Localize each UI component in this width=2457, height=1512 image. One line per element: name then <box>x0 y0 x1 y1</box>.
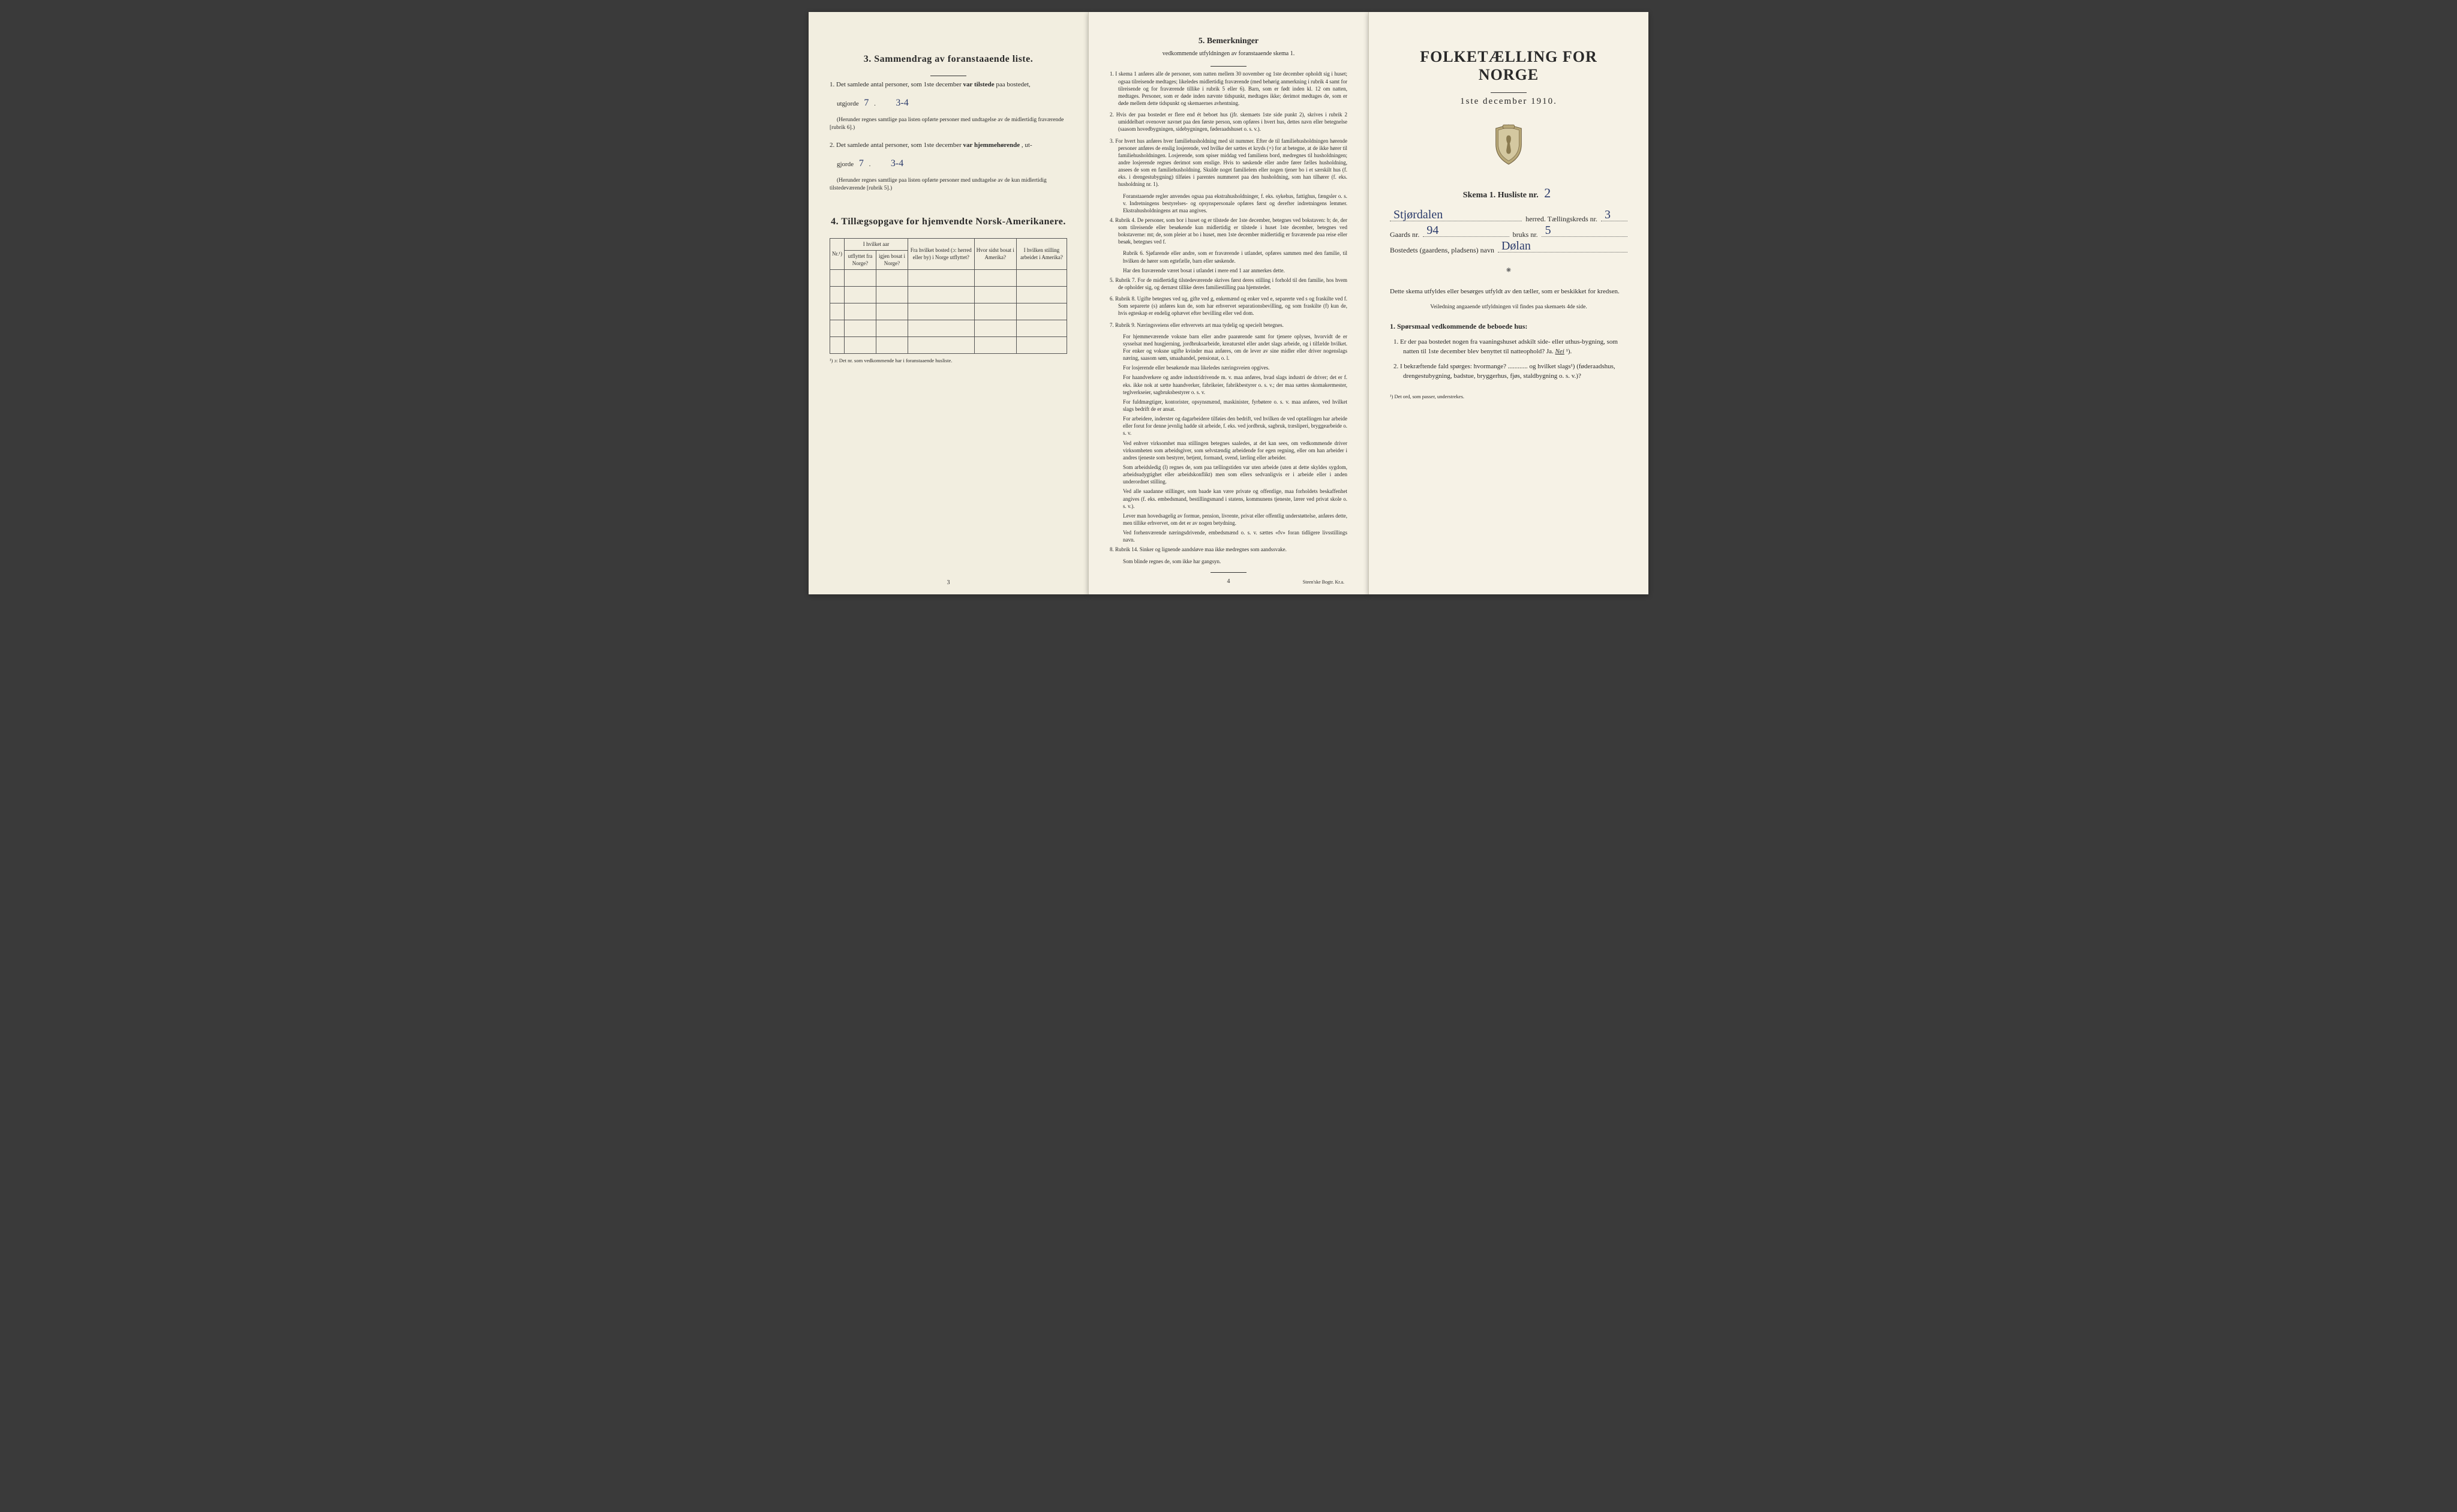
remark-5: 5. Rubrik 7. For de midlertidig tilstede… <box>1110 276 1347 291</box>
page-number: 3 <box>809 579 1088 586</box>
remark-4: 4. Rubrik 4. De personer, som bor i huse… <box>1110 217 1347 246</box>
remark-7b: For losjerende eller besøkende maa likel… <box>1110 364 1347 371</box>
txt: gjorde <box>837 161 855 168</box>
remark-8: 8. Rubrik 14. Sinker og lignende aandslø… <box>1110 546 1347 553</box>
txt: paa bostedet, <box>996 81 1030 88</box>
table-footnote: ¹) ɔ: Det nr. som vedkommende har i fora… <box>830 357 1067 363</box>
handwritten-value: 7 <box>860 98 872 108</box>
remark-2: 2. Hvis der paa bostedet er flere end ét… <box>1110 111 1347 133</box>
remark-4b: Rubrik 6. Sjøfarende eller andre, som er… <box>1110 250 1347 264</box>
remark-7a: For hjemmeværende voksne barn eller andr… <box>1110 333 1347 362</box>
bruks-label: bruks nr. <box>1513 230 1538 239</box>
amerikaner-table: Nr.¹) I hvilket aar Fra hvilket bosted (… <box>830 238 1067 354</box>
remark-7g: Som arbeidsledig (l) regnes de, som paa … <box>1110 464 1347 485</box>
remark-7h: Ved alle saadanne stillinger, som baade … <box>1110 488 1347 509</box>
ornament-divider: ⁕ <box>1390 266 1627 276</box>
remark-3: 3. For hvert hus anføres hver familiehus… <box>1110 137 1347 188</box>
txt: utgjorde <box>837 100 860 107</box>
herred-value: Stjørdalen <box>1393 208 1443 222</box>
remark-7d: For fuldmægtiger, kontorister, opsynsmæn… <box>1110 398 1347 413</box>
footnote: ¹) Det ord, som passer, understrekes. <box>1390 393 1627 399</box>
txt: 1. Er der paa bostedet nogen fra vaaning… <box>1393 338 1618 356</box>
remark-3b: Foranstaaende regler anvendes ogsaa paa … <box>1110 193 1347 214</box>
txt: ¹). <box>1566 348 1572 355</box>
answer-nei: Nei <box>1555 348 1564 355</box>
gaards-line: Gaards nr. 94 bruks nr. 5 <box>1390 230 1627 239</box>
question-2: 2. I bekræftende fald spørges: hvormange… <box>1390 362 1627 381</box>
summary-item-2-line2: gjorde 7 . 3-4 <box>830 157 1067 171</box>
col-aar: I hvilket aar <box>844 239 908 251</box>
table-row <box>830 303 1067 320</box>
summary-item-1-line2: utgjorde 7 . 3-4 <box>830 96 1067 110</box>
coat-of-arms-icon <box>1390 124 1627 170</box>
summary-item-1: 1. Det samlede antal personer, som 1ste … <box>830 80 1067 90</box>
bosted-line: Bostedets (gaardens, pladsens) navn Døla… <box>1390 245 1627 255</box>
section4-title: 4. Tillægsopgave for hjemvendte Norsk-Am… <box>830 217 1067 227</box>
table-header-row: Nr.¹) I hvilket aar Fra hvilket bosted (… <box>830 239 1067 251</box>
txt: , ut- <box>1022 142 1032 149</box>
handwritten-value: 3-4 <box>887 158 907 169</box>
remark-7i: Lever man hovedsagelig av formue, pensio… <box>1110 512 1347 527</box>
bosted-label: Bostedets (gaardens, pladsens) navn <box>1390 246 1494 255</box>
gaards-label: Gaards nr. <box>1390 230 1419 239</box>
section5-title: 5. Bemerkninger <box>1110 36 1347 47</box>
kreds-value: 3 <box>1605 208 1611 222</box>
remark-1: 1. I skema 1 anføres alle de personer, s… <box>1110 70 1347 107</box>
husliste-nr: 2 <box>1540 185 1554 200</box>
table-row <box>830 286 1067 303</box>
remark-4c: Har den fraværende været bosat i utlande… <box>1110 267 1347 274</box>
txt: 1. Spørsmaal vedkommende de beboede hus: <box>1390 322 1527 330</box>
remark-7f: Ved enhver virksomhet maa stillingen bet… <box>1110 440 1347 461</box>
instruction-1: Dette skema utfyldes eller besørges utfy… <box>1390 287 1627 297</box>
summary-item-2: 2. Det samlede antal personer, som 1ste … <box>830 140 1067 151</box>
txt: 2. Det samlede antal personer, som 1ste … <box>830 142 963 149</box>
page-left: 3. Sammendrag av foranstaaende liste. 1.… <box>809 12 1088 594</box>
question-1: 1. Er der paa bostedet nogen fra vaaning… <box>1390 337 1627 357</box>
table-row <box>830 269 1067 286</box>
remark-7e: For arbeidere, inderster og dagarbeidere… <box>1110 415 1347 437</box>
remark-7c: For haandverkere og andre industridriven… <box>1110 374 1347 395</box>
rule <box>1211 66 1246 67</box>
skema-line: Skema 1. Husliste nr. 2 <box>1390 185 1627 201</box>
document-spread: 3. Sammendrag av foranstaaende liste. 1.… <box>809 12 1648 594</box>
summary-item-1-note: (Herunder regnes samtlige paa listen opf… <box>830 116 1067 133</box>
herred-label: herred. Tællingskreds nr. <box>1525 215 1597 224</box>
bruks-value: 5 <box>1545 224 1551 238</box>
col-utflyttet: utflyttet fra Norge? <box>844 251 876 270</box>
skema-label: Skema 1. Husliste nr. <box>1463 191 1539 200</box>
section5-subtitle: vedkommende utfyldningen av foranstaaend… <box>1110 50 1347 58</box>
bosted-value: Dølan <box>1501 239 1531 253</box>
remark-7j: Ved forhenværende næringsdrivende, embed… <box>1110 529 1347 543</box>
col-amerika: Hvor sidst bosat i Amerika? <box>974 239 1016 270</box>
page-middle: 5. Bemerkninger vedkommende utfyldningen… <box>1088 12 1368 594</box>
remark-7: 7. Rubrik 9. Næringsveiens eller erhverv… <box>1110 321 1347 329</box>
herred-line: Stjørdalen herred. Tællingskreds nr. 3 <box>1390 214 1627 224</box>
remark-8b: Som blinde regnes de, som ikke har gangs… <box>1110 558 1347 565</box>
col-bosted: Fra hvilket bosted (ɔ: herred eller by) … <box>908 239 975 270</box>
table-row <box>830 336 1067 353</box>
document-title: FOLKETÆLLING FOR NORGE <box>1390 48 1627 84</box>
table-row <box>830 320 1067 336</box>
txt-bold: var tilstede <box>963 81 995 88</box>
document-date: 1ste december 1910. <box>1390 97 1627 107</box>
txt-bold: var hjemmehørende <box>963 142 1020 149</box>
section3-title: 3. Sammendrag av foranstaaende liste. <box>830 54 1067 65</box>
txt: 1. Det samlede antal personer, som 1ste … <box>830 81 963 88</box>
gaards-value: 94 <box>1426 224 1438 238</box>
summary-item-2-note: (Herunder regnes samtlige paa listen opf… <box>830 177 1067 193</box>
printer-imprint: Steen'ske Bogtr. Kr.a. <box>1303 579 1344 586</box>
col-bosat: igjen bosat i Norge? <box>876 251 908 270</box>
remark-6: 6. Rubrik 8. Ugifte betegnes ved ug, gif… <box>1110 295 1347 317</box>
col-nr: Nr.¹) <box>830 239 845 270</box>
handwritten-value: 3-4 <box>892 98 912 108</box>
handwritten-value: 7 <box>855 158 867 169</box>
col-stilling: I hvilken stilling arbeidet i Amerika? <box>1016 239 1067 270</box>
page-right: FOLKETÆLLING FOR NORGE 1ste december 191… <box>1368 12 1648 594</box>
rule <box>1211 572 1246 573</box>
question-heading: 1. Spørsmaal vedkommende de beboede hus: <box>1390 322 1627 331</box>
instruction-2: Veiledning angaaende utfyldningen vil fi… <box>1390 303 1627 311</box>
rule <box>1491 92 1527 93</box>
